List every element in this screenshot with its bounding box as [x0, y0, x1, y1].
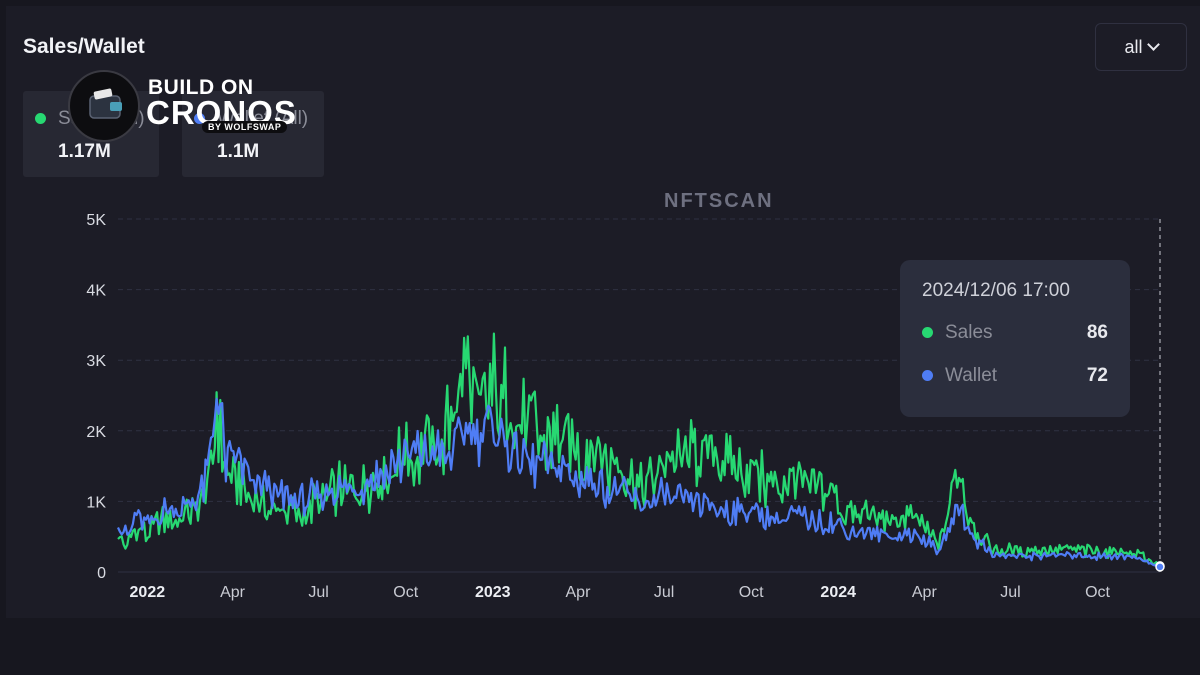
stat-value-wallet: 1.1M [217, 141, 260, 162]
tooltip-time: 2024/12/06 17:00 [922, 280, 1070, 301]
wallet-dot-icon [194, 113, 205, 124]
range-dropdown[interactable]: all [1095, 23, 1187, 71]
x-tick-label: 2022 [130, 584, 166, 601]
logo-text-line1: BUILD ON [148, 76, 254, 99]
build-on-cronos-logo: BUILD ON CRONOS BY WOLFSWAP [66, 68, 306, 142]
tooltip-wallet-value: 72 [1086, 365, 1108, 386]
x-tick-label: Apr [220, 584, 246, 601]
y-tick-label: 4K [86, 283, 106, 300]
wallet-badge-icon [68, 70, 140, 142]
y-tick-label: 2K [86, 424, 106, 441]
logo-text-line3: BY WOLFSWAP [202, 121, 288, 133]
x-tick-label: Apr [566, 584, 592, 601]
tooltip-wallet-name: Wallet [945, 365, 998, 386]
series-line-wallet [117, 397, 1161, 568]
chart-title: Sales/Wallet [23, 35, 145, 58]
y-tick-label: 5K [86, 212, 106, 229]
sales-dot-icon [35, 113, 46, 124]
x-tick-label: Jul [1000, 584, 1020, 601]
x-tick-label: 2024 [820, 584, 856, 601]
nftscan-watermark: NFTSCAN [664, 190, 774, 212]
x-tick-label: Oct [1085, 584, 1110, 601]
stat-value-sales: 1.17M [58, 141, 111, 162]
range-dropdown-label: all [1124, 36, 1143, 57]
y-tick-label: 3K [86, 353, 106, 370]
tooltip-row-sales: Sales 86 [922, 321, 1108, 345]
x-tick-label: Jul [654, 584, 674, 601]
x-tick-label: Oct [393, 584, 418, 601]
y-tick-label: 0 [97, 565, 106, 582]
tooltip-sales-name: Sales [945, 322, 993, 343]
tooltip-row-wallet: Wallet 72 [922, 364, 1108, 388]
tooltip-sales-dot-icon [922, 327, 933, 338]
hover-point-wallet [1155, 562, 1165, 572]
chart-tooltip: 2024/12/06 17:00 Sales 86 Wallet 72 [900, 260, 1130, 417]
tooltip-wallet-dot-icon [922, 370, 933, 381]
x-tick-label: 2023 [475, 584, 511, 601]
x-tick-label: Jul [308, 584, 328, 601]
tooltip-sales-value: 86 [1086, 322, 1108, 343]
bottom-strip [0, 618, 1200, 675]
x-tick-label: Oct [739, 584, 764, 601]
x-tick-label: Apr [912, 584, 938, 601]
y-tick-label: 1K [86, 494, 106, 511]
